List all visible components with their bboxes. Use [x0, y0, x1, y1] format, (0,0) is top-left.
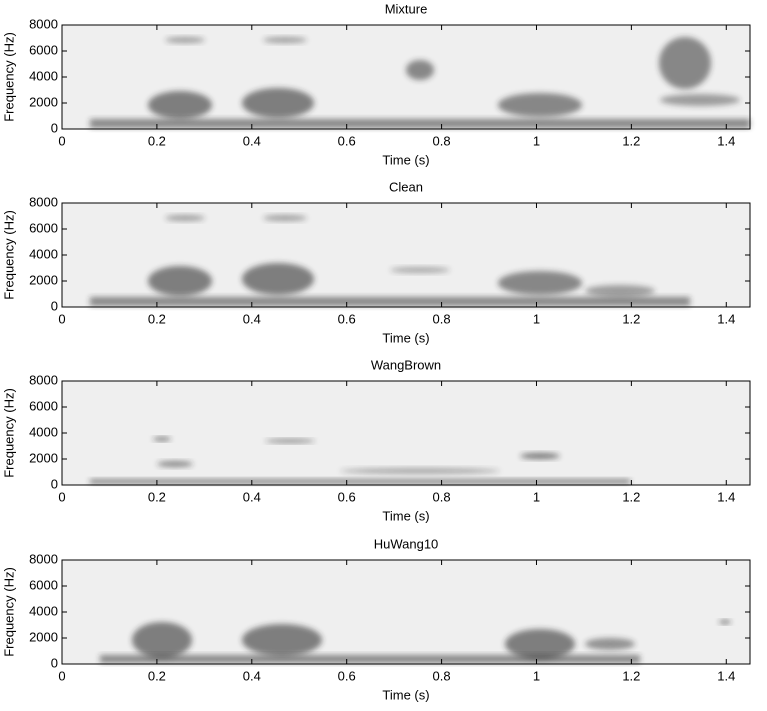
y-tick-label: 6000 — [29, 42, 58, 57]
y-tick-label: 4000 — [29, 424, 58, 439]
y-tick-label: 8000 — [29, 194, 58, 209]
y-tick-label: 8000 — [29, 551, 58, 566]
x-tick-label: 0.2 — [148, 489, 166, 504]
x-tick-label: 0 — [58, 489, 65, 504]
y-axis-label: Frequency (Hz) — [1, 210, 16, 300]
x-tick-label: 1.2 — [622, 668, 640, 683]
x-tick-label: 0.4 — [243, 311, 261, 326]
x-tick-label: 1 — [533, 133, 540, 148]
y-axis-label: Frequency (Hz) — [1, 567, 16, 657]
x-tick-label: 0 — [58, 668, 65, 683]
spectrogram-texture — [90, 215, 690, 306]
x-tick-label: 0.6 — [338, 133, 356, 148]
x-tick-label: 1.2 — [622, 489, 640, 504]
x-tick-label: 0.4 — [243, 489, 261, 504]
x-tick-label: 1 — [533, 668, 540, 683]
x-axis-label: Time (s) — [382, 687, 429, 702]
x-axis-label: Time (s) — [382, 330, 429, 345]
y-tick-label: 0 — [51, 476, 58, 491]
x-tick-label: 0.4 — [243, 668, 261, 683]
x-tick-label: 1.4 — [717, 133, 735, 148]
x-tick-label: 0.8 — [433, 489, 451, 504]
x-tick-label: 0.2 — [148, 311, 166, 326]
y-tick-label: 8000 — [29, 16, 58, 31]
y-axis-label: Frequency (Hz) — [1, 32, 16, 122]
x-tick-label: 0.6 — [338, 489, 356, 504]
x-tick-label: 0 — [58, 133, 65, 148]
y-tick-label: 0 — [51, 298, 58, 313]
y-tick-label: 6000 — [29, 577, 58, 592]
y-tick-label: 4000 — [29, 68, 58, 83]
x-tick-label: 1 — [533, 489, 540, 504]
panel-title: HuWang10 — [374, 536, 439, 551]
x-tick-label: 1.4 — [717, 668, 735, 683]
panel-title: Clean — [389, 179, 423, 194]
y-tick-label: 2000 — [29, 94, 58, 109]
x-axis-label: Time (s) — [382, 508, 429, 523]
x-tick-label: 0.2 — [148, 133, 166, 148]
panel-title: WangBrown — [371, 357, 441, 372]
y-tick-label: 8000 — [29, 372, 58, 387]
panel-title: Mixture — [385, 1, 428, 16]
y-tick-label: 0 — [51, 120, 58, 135]
y-tick-label: 2000 — [29, 450, 58, 465]
x-tick-label: 0.2 — [148, 668, 166, 683]
y-tick-label: 2000 — [29, 629, 58, 644]
y-tick-label: 6000 — [29, 398, 58, 413]
x-tick-label: 0.8 — [433, 668, 451, 683]
spectrogram-texture — [100, 620, 731, 663]
x-tick-label: 1.2 — [622, 311, 640, 326]
x-tick-label: 0.8 — [433, 133, 451, 148]
x-tick-label: 1 — [533, 311, 540, 326]
x-tick-label: 1.2 — [622, 133, 640, 148]
y-tick-label: 0 — [51, 655, 58, 670]
y-axis-label: Frequency (Hz) — [1, 388, 16, 478]
x-tick-label: 0.6 — [338, 311, 356, 326]
x-tick-label: 0.4 — [243, 133, 261, 148]
spectrogram-texture — [90, 37, 750, 128]
spectrogram-texture — [90, 437, 630, 484]
x-tick-label: 0.6 — [338, 668, 356, 683]
y-tick-label: 4000 — [29, 603, 58, 618]
y-tick-label: 4000 — [29, 246, 58, 261]
y-tick-label: 6000 — [29, 220, 58, 235]
x-axis-label: Time (s) — [382, 152, 429, 167]
y-tick-label: 2000 — [29, 272, 58, 287]
x-tick-label: 0.8 — [433, 311, 451, 326]
x-tick-label: 1.4 — [717, 489, 735, 504]
x-tick-label: 0 — [58, 311, 65, 326]
x-tick-label: 1.4 — [717, 311, 735, 326]
plot-area — [62, 381, 750, 485]
